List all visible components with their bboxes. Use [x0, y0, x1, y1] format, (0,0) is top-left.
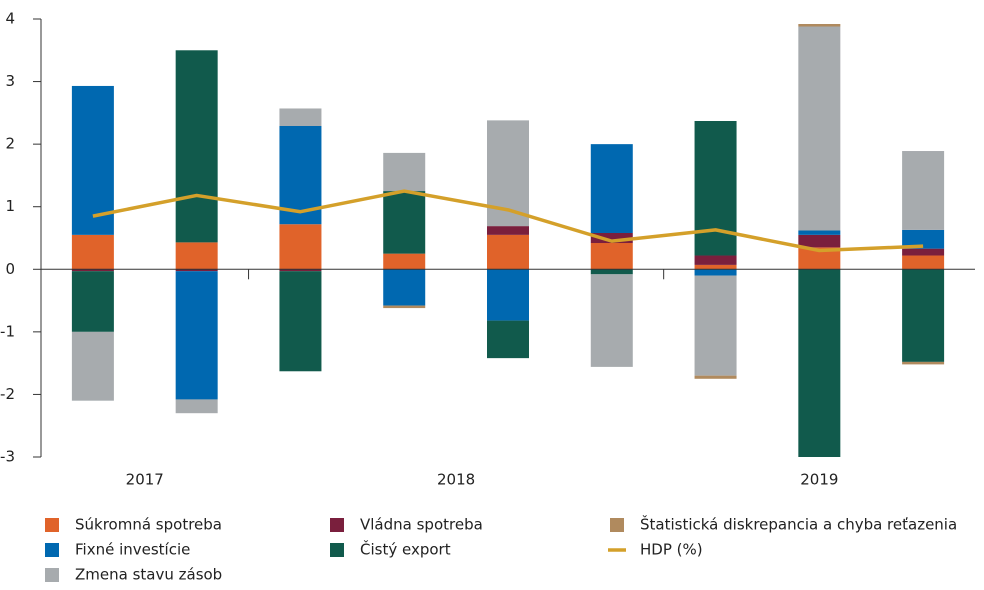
- bar-segment: [902, 361, 945, 365]
- legend-label: Štatistická diskrepancia a chyba reťazen…: [640, 515, 957, 534]
- bar-segment: [798, 234, 841, 248]
- bar-segment: [902, 151, 945, 230]
- bar-segment: [279, 271, 322, 372]
- legend-label: Vládna spotreba: [360, 516, 483, 534]
- bar-segment: [175, 50, 218, 243]
- bar-segment: [279, 224, 322, 270]
- bar-segment: [694, 269, 737, 276]
- bar-segment: [902, 248, 945, 256]
- bar-segment: [902, 255, 945, 270]
- y-tick-label: -3: [0, 448, 15, 466]
- legend-label: Čistý export: [360, 540, 451, 559]
- bar-segment: [487, 234, 529, 270]
- bar-segment: [279, 269, 322, 272]
- bar-segment: [71, 331, 114, 401]
- bar-segment: [694, 255, 737, 265]
- bar-segment: [383, 269, 426, 306]
- y-tick-label: 2: [5, 135, 15, 153]
- bar-segment: [383, 253, 426, 270]
- bar-segment: [798, 24, 841, 27]
- legend-label: Súkromná spotreba: [75, 516, 222, 534]
- legend-swatch: [45, 543, 59, 557]
- bar-segment: [590, 269, 633, 275]
- bar-segment: [694, 375, 737, 379]
- y-tick-label: 3: [5, 72, 15, 90]
- bar-segment: [798, 269, 841, 457]
- bar-segment: [902, 269, 945, 362]
- legend-swatch: [330, 518, 344, 532]
- bar-segment: [279, 108, 322, 126]
- x-group-label: 2018: [437, 471, 475, 489]
- bar-segment: [71, 271, 114, 332]
- bar-segment: [175, 399, 218, 414]
- bar-segment: [798, 26, 841, 231]
- bar-segment: [487, 320, 529, 359]
- bar-segment: [175, 269, 218, 272]
- x-group-label: 2017: [126, 471, 164, 489]
- bar-segment: [383, 191, 426, 254]
- bar-segment: [487, 226, 529, 235]
- legend-swatch: [610, 518, 624, 532]
- y-tick-label: -2: [0, 385, 15, 403]
- legend-swatch: [45, 568, 59, 582]
- x-group-label: 2019: [800, 471, 838, 489]
- bar-segment: [590, 243, 633, 270]
- bar-segment: [590, 144, 633, 233]
- bar-segment: [694, 264, 737, 270]
- bar-segment: [71, 85, 114, 235]
- bar-segment: [590, 232, 633, 244]
- bar-segment: [383, 152, 426, 192]
- y-tick-label: -1: [0, 322, 15, 340]
- bar-segment: [175, 242, 218, 270]
- bar-segment: [71, 269, 114, 272]
- bar-segment: [694, 120, 737, 256]
- bar-segment: [487, 269, 529, 321]
- legend-label: Zmena stavu zásob: [75, 566, 222, 584]
- y-tick-label: 4: [5, 10, 15, 28]
- bar-segment: [694, 275, 737, 376]
- hdp-line: [92, 189, 924, 253]
- bar-segment: [71, 234, 114, 270]
- bar-segment: [798, 230, 841, 235]
- legend-swatch: [330, 543, 344, 557]
- legend-label: HDP (%): [640, 541, 703, 559]
- bar-segment: [175, 271, 218, 400]
- legend-swatch: [45, 518, 59, 532]
- y-tick-label: 0: [5, 260, 15, 278]
- bar-segment: [590, 274, 633, 367]
- legend-label: Fixné investície: [75, 541, 190, 559]
- y-tick-label: 1: [5, 197, 15, 215]
- bar-segment: [902, 229, 945, 249]
- bar-segment: [798, 247, 841, 270]
- bar-segment: [383, 305, 426, 309]
